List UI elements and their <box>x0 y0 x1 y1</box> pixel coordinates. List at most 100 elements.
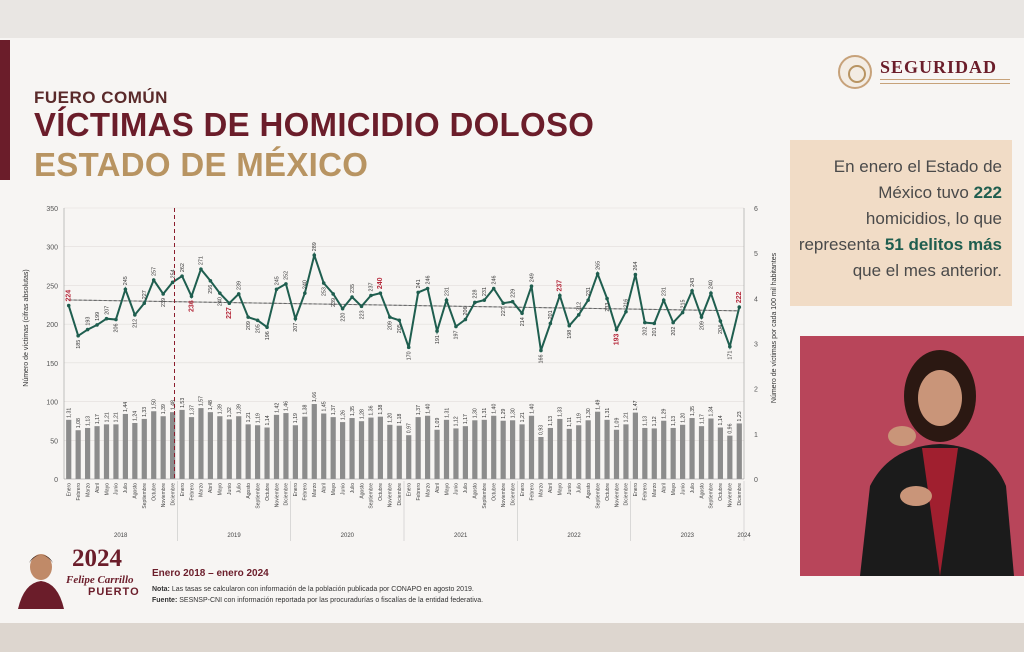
victims-point <box>236 292 241 296</box>
sign-language-interpreter <box>800 336 1024 576</box>
x-tick-month: Enero <box>520 483 526 497</box>
victims-line <box>66 251 742 353</box>
note-text: Las tasas se calcularon con información … <box>169 586 474 593</box>
victims-label: 193 <box>613 333 620 345</box>
callout-part1: En enero el Estado de México tuvo <box>833 157 1002 202</box>
rate-label: 1,12 <box>652 416 658 426</box>
data-labels: 1,311,08 1,13 1,17 1,21 1,211,441,24 1,331,50… <box>66 242 744 435</box>
victims-point <box>265 325 269 330</box>
rate-bar <box>103 424 110 479</box>
victims-label: 214 <box>520 317 526 326</box>
x-tick-month: Marzo <box>425 483 431 497</box>
victims-point <box>303 291 307 295</box>
victims-point <box>444 298 449 302</box>
x-tick-month: Octubre <box>605 483 611 501</box>
x-tick-month: Mayo <box>444 483 450 495</box>
x-tick-month: Mayo <box>671 483 677 495</box>
x-tick-month: Octubre <box>718 483 724 501</box>
x-tick-month: Abril <box>548 483 554 493</box>
victims-label: 231 <box>586 287 592 296</box>
x-tick-month: Junio <box>227 483 233 495</box>
interpreter-figure <box>860 350 1014 576</box>
rate-bar <box>680 424 686 479</box>
rate-label: 1,38 <box>378 404 384 414</box>
y-tick-right: 3 <box>754 342 758 349</box>
victims-label: 237 <box>557 280 564 292</box>
victims-point <box>482 298 487 302</box>
logo-underline <box>880 79 1010 84</box>
victims-point <box>501 301 505 306</box>
rate-label: 1,14 <box>265 415 271 425</box>
chart-grid <box>64 207 744 480</box>
rate-bar <box>547 427 553 479</box>
x-tick-month: Junio <box>680 483 686 495</box>
victims-label: 223 <box>359 310 365 319</box>
x-tick-month: Mayo <box>218 483 224 495</box>
kicker: FUERO COMÚN <box>34 88 168 107</box>
victims-point <box>435 329 439 333</box>
rate-bar <box>538 436 544 479</box>
victims-label: 227 <box>501 307 507 316</box>
rate-label: 1,39 <box>218 404 224 414</box>
rate-label: 1,29 <box>662 409 668 419</box>
rate-label: 1,35 <box>690 406 696 416</box>
victims-label: 201 <box>548 310 554 319</box>
x-tick-month: Febrero <box>76 483 82 501</box>
rate-bar <box>434 429 440 479</box>
rate-bar <box>387 424 393 479</box>
x-tick-month: Agosto <box>699 483 705 499</box>
rate-bar <box>113 424 119 479</box>
x-tick-month: Enero <box>67 483 73 497</box>
x-tick-year: 2023 <box>681 533 695 539</box>
victims-label: 235 <box>350 284 356 293</box>
slide-bottom-band <box>0 623 1024 652</box>
victims-point <box>586 298 590 302</box>
rate-bar <box>302 416 308 479</box>
rate-bar <box>283 413 289 479</box>
rate-label: 0,97 <box>407 423 413 433</box>
x-tick-year: 2020 <box>341 533 355 539</box>
footnote-source: Fuente: SESNSP-CNI con información repor… <box>152 597 483 604</box>
callout-part2: homicidios, lo que representa <box>798 209 1002 254</box>
x-tick-month: Mayo <box>558 483 564 495</box>
x-tick-month: Diciembre <box>170 483 176 506</box>
victims-label: 222 <box>736 291 743 303</box>
rate-label: 1,13 <box>85 416 91 426</box>
x-tick-month: Agosto <box>246 483 252 499</box>
victims-label: 239 <box>331 298 337 307</box>
x-tick-month: Marzo <box>312 483 318 497</box>
rate-label: 1,14 <box>718 415 724 425</box>
x-tick-month: Marzo <box>652 483 658 497</box>
victims-label: 228 <box>473 289 479 298</box>
rate-bar <box>160 416 166 479</box>
logo-year: 2024 <box>72 545 122 572</box>
rate-label: 1,47 <box>633 400 639 410</box>
rate-bar <box>94 426 100 479</box>
victims-point <box>199 267 203 271</box>
x-tick-month: Noviembre <box>501 483 507 507</box>
rate-label: 1,17 <box>463 414 469 424</box>
x-tick-month: Septiembre <box>369 483 375 509</box>
x-tick-month: Septiembre <box>142 483 148 509</box>
rate-bar <box>443 419 450 479</box>
victims-label: 262 <box>180 263 186 272</box>
x-tick-month: Febrero <box>303 483 309 501</box>
rate-label: 1,31 <box>444 408 450 418</box>
y-tick-left: 200 <box>46 322 58 329</box>
victims-point <box>312 253 317 258</box>
victims-point <box>633 272 638 277</box>
victims-label: 204 <box>718 325 724 334</box>
victims-point <box>473 300 477 305</box>
victims-label: 227 <box>226 307 233 319</box>
rate-bar <box>273 414 280 479</box>
rate-bar <box>736 423 742 479</box>
rate-label: 1,18 <box>397 413 403 423</box>
victims-label: 289 <box>312 242 318 251</box>
victims-point <box>491 286 496 291</box>
rate-label: 1,30 <box>510 408 516 418</box>
x-tick-month: Diciembre <box>397 483 403 506</box>
rate-bar <box>528 415 535 479</box>
victims-label: 215 <box>680 300 686 309</box>
rate-label: 1,40 <box>425 404 431 414</box>
